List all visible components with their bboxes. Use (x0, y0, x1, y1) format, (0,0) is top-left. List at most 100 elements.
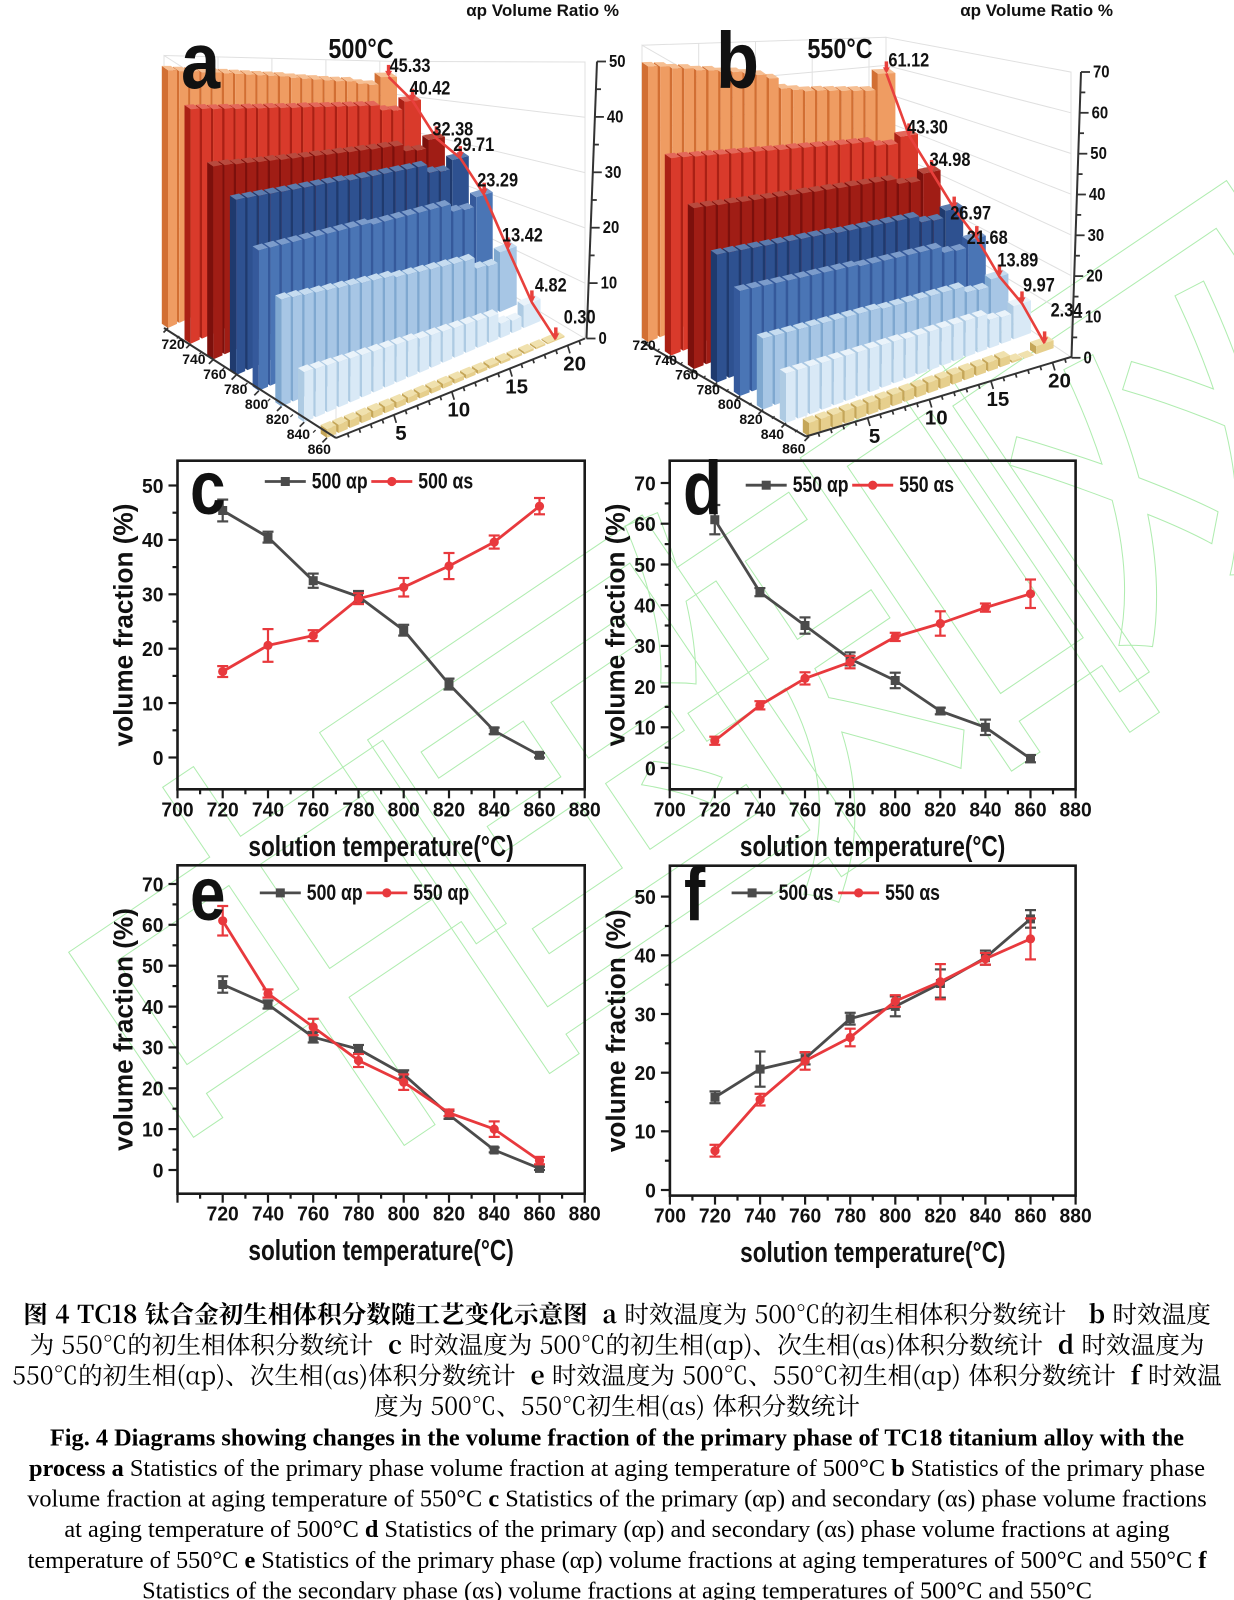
svg-text:4.82: 4.82 (535, 274, 567, 295)
svg-text:60: 60 (634, 514, 655, 537)
svg-text:10: 10 (925, 407, 948, 430)
svg-text:740: 740 (182, 351, 206, 367)
svg-text:550 αp: 550 αp (413, 881, 469, 905)
svg-text:50: 50 (634, 886, 655, 909)
svg-text:Fig. 4 Diagrams showing change: Fig. 4 Diagrams showing changes in the v… (50, 1424, 1184, 1451)
svg-text:0: 0 (153, 1160, 164, 1183)
svg-text:0: 0 (599, 329, 607, 348)
svg-text:20: 20 (142, 639, 163, 662)
svg-text:5: 5 (869, 425, 880, 448)
svg-text:30: 30 (634, 1004, 655, 1027)
svg-text:780: 780 (834, 799, 866, 822)
svg-text:13.42: 13.42 (502, 224, 543, 245)
svg-text:solution temperature(°C): solution temperature(°C) (248, 1233, 513, 1266)
svg-text:740: 740 (252, 799, 284, 822)
svg-text:solution temperature(°C): solution temperature(°C) (740, 829, 1005, 862)
svg-text:40.42: 40.42 (410, 78, 451, 99)
svg-text:820: 820 (433, 799, 465, 822)
svg-text:740: 740 (252, 1203, 284, 1226)
svg-text:500 αs: 500 αs (779, 881, 834, 905)
svg-text:volume fraction (%): volume fraction (%) (600, 504, 630, 747)
svg-text:860: 860 (782, 441, 806, 457)
svg-text:40: 40 (607, 107, 624, 126)
svg-text:800: 800 (718, 396, 742, 412)
svg-text:780: 780 (342, 1203, 374, 1226)
svg-text:0: 0 (153, 747, 164, 770)
svg-text:880: 880 (1060, 1205, 1092, 1228)
svg-text:820: 820 (924, 1205, 956, 1228)
svg-text:700: 700 (654, 1205, 686, 1228)
svg-text:34.98: 34.98 (930, 149, 971, 170)
svg-text:720: 720 (699, 799, 731, 822)
svg-text:a: a (181, 16, 221, 105)
svg-text:780: 780 (342, 799, 374, 822)
svg-text:Statistics of the secondary ph: Statistics of the secondary phase (αs) v… (142, 1577, 1092, 1600)
svg-text:800: 800 (388, 1203, 420, 1226)
svg-text:740: 740 (744, 1205, 776, 1228)
svg-text:30: 30 (634, 636, 655, 659)
svg-text:550°C: 550°C (807, 34, 872, 64)
svg-text:780: 780 (224, 381, 248, 397)
svg-text:20: 20 (634, 1063, 655, 1086)
svg-text:800: 800 (879, 799, 911, 822)
svg-text:550 αs: 550 αs (885, 881, 940, 905)
svg-text:760: 760 (789, 799, 821, 822)
svg-text:30: 30 (605, 163, 622, 182)
svg-text:780: 780 (697, 381, 721, 397)
svg-text:800: 800 (388, 799, 420, 822)
svg-text:860: 860 (1014, 799, 1046, 822)
svg-text:32.38: 32.38 (432, 118, 473, 139)
svg-text:740: 740 (744, 799, 776, 822)
svg-text:800: 800 (879, 1205, 911, 1228)
svg-text:30: 30 (1088, 226, 1105, 245)
svg-text:780: 780 (834, 1205, 866, 1228)
svg-text:40: 40 (634, 595, 655, 618)
svg-text:b: b (716, 16, 759, 105)
svg-text:5: 5 (395, 422, 406, 445)
svg-text:700: 700 (654, 799, 686, 822)
svg-text:at aging temperature of 500°C: at aging temperature of 500°C d Statisti… (64, 1516, 1169, 1543)
svg-text:0: 0 (645, 1180, 656, 1203)
svg-text:880: 880 (569, 1203, 601, 1226)
svg-text:50: 50 (1090, 144, 1107, 163)
svg-text:760: 760 (789, 1205, 821, 1228)
svg-text:740: 740 (654, 352, 678, 368)
svg-text:0.30: 0.30 (564, 306, 596, 327)
svg-text:50: 50 (609, 52, 626, 71)
svg-text:10: 10 (634, 717, 655, 740)
svg-text:70: 70 (1093, 62, 1110, 81)
svg-text:10: 10 (142, 693, 163, 716)
svg-text:process a Statistics of the pr: process a Statistics of the primary phas… (29, 1455, 1205, 1482)
svg-text:820: 820 (433, 1203, 465, 1226)
svg-text:αp Volume Ratio %: αp Volume Ratio % (466, 1, 619, 20)
svg-text:9.97: 9.97 (1023, 274, 1055, 295)
svg-text:820: 820 (739, 411, 763, 427)
svg-text:720: 720 (632, 337, 656, 353)
svg-text:10: 10 (1085, 307, 1102, 326)
svg-text:15: 15 (986, 388, 1009, 411)
svg-text:20: 20 (1048, 370, 1071, 393)
svg-text:15: 15 (505, 376, 528, 399)
svg-text:10: 10 (142, 1119, 163, 1142)
svg-text:21.68: 21.68 (967, 227, 1008, 248)
svg-text:50: 50 (142, 475, 163, 498)
svg-text:29.71: 29.71 (453, 134, 494, 155)
svg-text:800: 800 (245, 396, 269, 412)
svg-text:61.12: 61.12 (888, 49, 929, 70)
svg-text:840: 840 (969, 799, 1001, 822)
svg-text:720: 720 (161, 336, 185, 352)
svg-text:50: 50 (142, 956, 163, 979)
svg-text:volume fraction (%): volume fraction (%) (108, 908, 138, 1151)
svg-text:20: 20 (142, 1078, 163, 1101)
svg-text:840: 840 (478, 799, 510, 822)
svg-text:f: f (684, 851, 706, 937)
svg-text:10: 10 (601, 274, 618, 293)
svg-text:880: 880 (1060, 799, 1092, 822)
svg-text:820: 820 (924, 799, 956, 822)
svg-text:720: 720 (699, 1205, 731, 1228)
svg-text:760: 760 (203, 366, 227, 382)
svg-text:temperature of 550°C e Statist: temperature of 550°C e Statistics of the… (28, 1547, 1208, 1574)
svg-text:0: 0 (645, 758, 656, 781)
svg-text:840: 840 (761, 426, 785, 442)
svg-text:720: 720 (207, 799, 239, 822)
